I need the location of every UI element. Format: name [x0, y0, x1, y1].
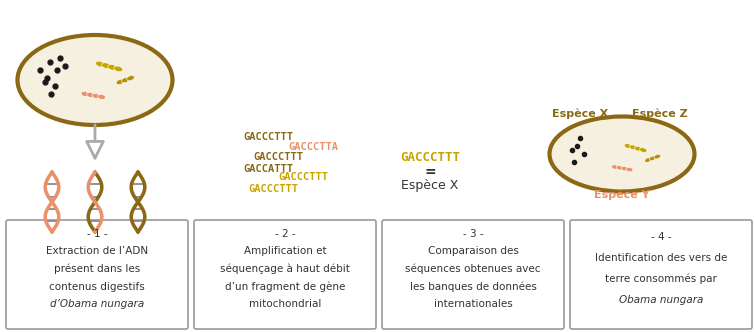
Text: séquences obtenues avec: séquences obtenues avec [405, 264, 541, 274]
Ellipse shape [97, 94, 106, 99]
FancyBboxPatch shape [570, 220, 752, 329]
Ellipse shape [114, 66, 123, 72]
Text: d’un fragment de gène: d’un fragment de gène [225, 281, 345, 292]
Text: GACCCTTT: GACCCTTT [253, 152, 303, 162]
Ellipse shape [121, 77, 129, 83]
Ellipse shape [639, 148, 647, 152]
Ellipse shape [96, 61, 104, 67]
Ellipse shape [621, 167, 628, 171]
Text: - 4 -: - 4 - [651, 232, 671, 242]
Text: Amplification et: Amplification et [244, 246, 326, 257]
Text: Espèce Y: Espèce Y [594, 190, 650, 200]
Ellipse shape [550, 117, 694, 192]
Ellipse shape [649, 156, 656, 161]
Text: Espèce X: Espèce X [401, 179, 458, 192]
Ellipse shape [102, 63, 111, 68]
Ellipse shape [116, 79, 124, 85]
Ellipse shape [630, 145, 636, 150]
Text: Extraction de l’ADN: Extraction de l’ADN [46, 246, 148, 257]
Text: mitochondrial: mitochondrial [249, 299, 321, 309]
Text: Comparaison des: Comparaison des [428, 246, 519, 257]
Text: d’Obama nungara: d’Obama nungara [50, 299, 144, 309]
Ellipse shape [87, 93, 94, 97]
FancyBboxPatch shape [6, 220, 188, 329]
Text: Espèce X: Espèce X [552, 109, 608, 119]
Text: Obama nungara: Obama nungara [619, 295, 703, 305]
Ellipse shape [616, 166, 624, 170]
Text: les banques de données: les banques de données [409, 281, 536, 292]
Text: GACCCTTT: GACCCTTT [278, 172, 328, 182]
Text: GACCCTTT: GACCCTTT [400, 150, 460, 163]
Text: - 2 -: - 2 - [274, 229, 296, 239]
Text: terre consommés par: terre consommés par [605, 274, 717, 284]
Ellipse shape [92, 94, 100, 98]
Text: GACCCTTA: GACCCTTA [288, 142, 338, 152]
Text: GACCATTT: GACCATTT [243, 164, 293, 174]
FancyBboxPatch shape [382, 220, 564, 329]
Text: - 3 -: - 3 - [463, 229, 483, 239]
Ellipse shape [81, 92, 89, 97]
Ellipse shape [127, 76, 134, 81]
Text: =: = [425, 165, 436, 179]
FancyBboxPatch shape [194, 220, 376, 329]
Ellipse shape [634, 146, 642, 151]
Text: - 1 -: - 1 - [87, 229, 107, 239]
Text: Espèce Z: Espèce Z [632, 109, 688, 119]
Text: Identification des vers de: Identification des vers de [595, 253, 727, 263]
Ellipse shape [626, 167, 633, 172]
Text: GACCCTTT: GACCCTTT [248, 184, 298, 194]
Ellipse shape [654, 154, 661, 159]
Ellipse shape [624, 144, 632, 148]
Ellipse shape [17, 35, 173, 125]
Ellipse shape [645, 158, 651, 162]
Ellipse shape [108, 64, 117, 70]
Text: GACCCTTT: GACCCTTT [243, 132, 293, 142]
Text: contenus digestifs: contenus digestifs [49, 282, 145, 291]
Text: présent dans les: présent dans les [54, 264, 140, 274]
Text: internationales: internationales [434, 299, 513, 309]
Text: séquençage à haut débit: séquençage à haut débit [220, 264, 350, 274]
Ellipse shape [611, 165, 618, 169]
